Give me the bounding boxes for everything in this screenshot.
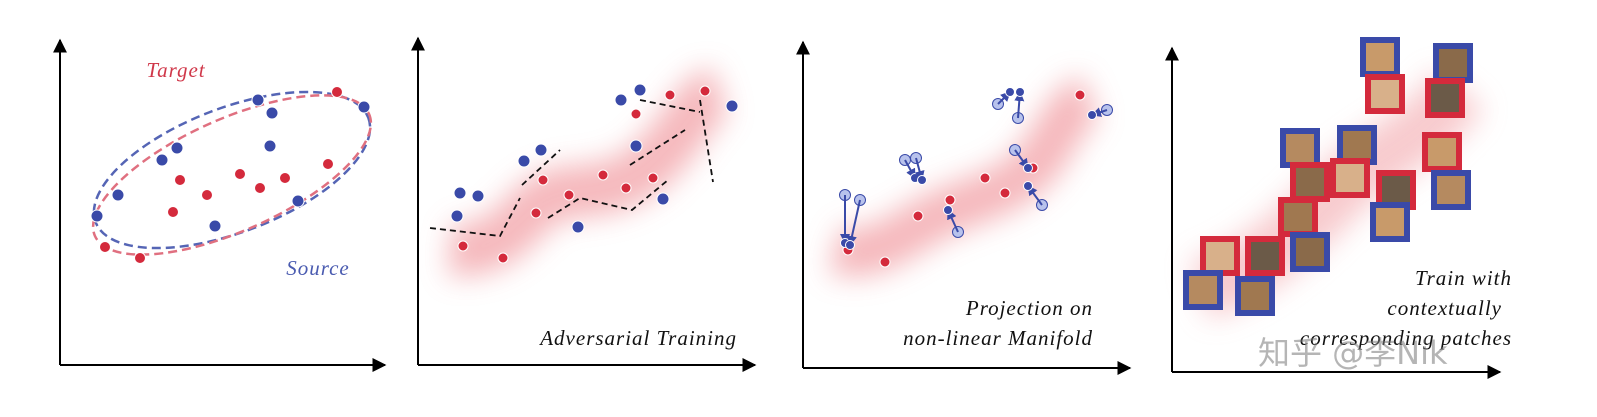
point [1087,110,1097,120]
patch [1370,202,1410,242]
point [597,169,609,181]
point [725,99,739,113]
patch [1431,170,1471,210]
patch [1422,132,1462,172]
point [331,86,343,98]
point [263,139,277,153]
point [450,209,464,223]
patch [1280,128,1320,168]
point [630,108,642,120]
manifold-band [448,67,730,277]
patch [1235,276,1275,316]
patch [1433,43,1473,83]
point [208,219,222,233]
point [943,205,953,215]
patch [1290,162,1330,202]
patch [1245,236,1285,276]
point [563,189,575,201]
patch [1330,158,1370,198]
dashed-link [639,99,701,113]
point [614,93,628,107]
patch [1278,197,1318,237]
point [167,206,179,218]
point [111,188,125,202]
point [251,93,265,107]
point [845,240,855,250]
patch [1183,270,1223,310]
patch [1425,78,1465,118]
target-ellipse [91,94,373,256]
point [1023,163,1033,173]
shapes [53,36,1502,379]
patch [1360,37,1400,77]
point [174,174,186,186]
manifold-band [828,75,1101,277]
point [517,154,531,168]
point [155,153,169,167]
patch [1290,232,1330,272]
point [254,182,266,194]
point [170,141,184,155]
patch [1376,170,1416,210]
caption: Projection on [965,296,1093,320]
patch [1200,236,1240,276]
point [497,252,509,264]
point [879,256,891,268]
caption: corresponding patches [1300,326,1512,350]
point [699,85,711,97]
caption: non-linear Manifold [903,326,1093,350]
point [917,175,927,185]
point [201,189,213,201]
point [322,158,334,170]
point [912,210,924,222]
point [534,143,548,157]
watermark: 知乎 @李Nik [1258,334,1448,372]
caption: Adversarial Training [538,326,737,350]
point [457,240,469,252]
point [979,172,991,184]
point [633,83,647,97]
point [1023,181,1033,191]
caption: contextually [1387,296,1502,320]
point [537,174,549,186]
caption: Train with [1415,266,1512,290]
point [620,182,632,194]
target-label: Target [146,58,205,82]
point [265,106,279,120]
patch [1365,74,1405,114]
point [134,252,146,264]
point [1074,89,1086,101]
point [279,172,291,184]
patch [1337,125,1377,165]
dashed-link [629,129,686,166]
point [647,172,659,184]
point [357,100,371,114]
dashed-link [699,99,714,183]
dashed-link [547,179,669,219]
point [629,139,643,153]
point [453,186,467,200]
point [1005,87,1015,97]
point [99,241,111,253]
point [530,207,542,219]
point [291,194,305,208]
point [90,209,104,223]
point [944,194,956,206]
point [664,89,676,101]
source-label: Source [286,256,350,280]
projection-arrow [847,199,861,246]
source-ellipse [92,90,372,250]
point [471,189,485,203]
point [999,187,1011,199]
dashed-link [429,197,521,237]
point [571,220,585,234]
point [1015,87,1025,97]
point [234,168,246,180]
dashed-link [521,149,561,186]
point [656,192,670,206]
